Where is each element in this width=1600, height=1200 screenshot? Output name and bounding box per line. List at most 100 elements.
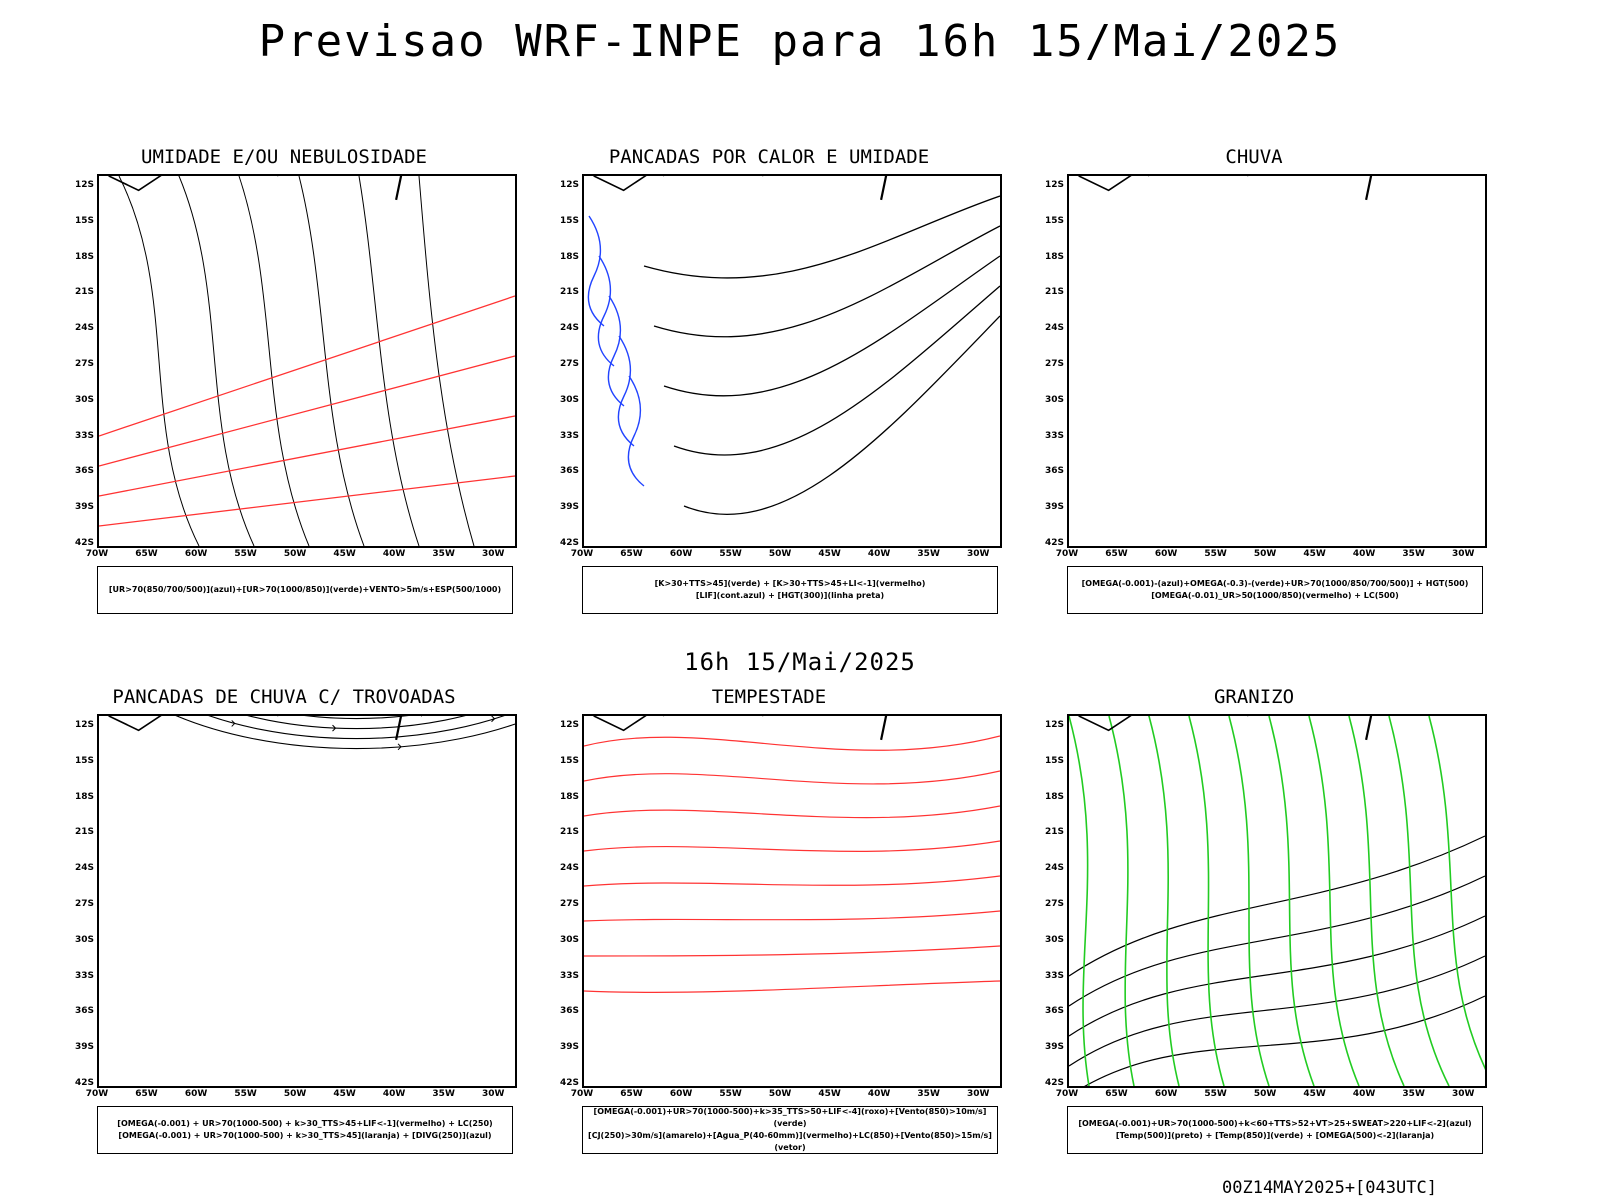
lat-tick-label: 36S [559,1006,579,1017]
lon-tick-label: 50W [283,1089,307,1099]
lat-tick-label: 42S [1044,1078,1064,1088]
lon-tick-label: 30W [966,549,990,559]
temp850-line [1268,716,1315,1086]
temp500-line [1069,915,1485,1037]
map-tempestade [582,714,1002,1088]
lat-tick-label: 42S [1044,538,1064,548]
east-coastline [880,176,888,201]
legend-line: [UR>70(850/700/500)](azul)+[UR>70(1000/8… [108,585,502,594]
streamlines [175,716,515,751]
hgt300-line [673,285,1000,456]
lon-tick-label: 60W [669,549,693,559]
lat-tick-label: 18S [1044,791,1064,802]
panel-granizo: GRANIZO -18-12-12-12-6-6-15-16 12S 15S 18S… [1014,686,1494,1176]
panel-trovoadas: PANCADAS DE CHUVA C/ TROVOADAS 12S 15S 18S… [44,686,524,1176]
lat-tick-label: 21S [559,287,579,298]
lon-tick-label: 45W [333,1089,356,1099]
lon-tick-label: 70W [85,1089,109,1099]
panel-title: PANCADAS DE CHUVA C/ TROVOADAS [112,686,456,708]
legend-line: [OMEGA(-0.001)+UR>70(1000-500)+k<60+TTS>… [1078,1119,1472,1128]
lat-tick-label: 36S [559,466,579,477]
panel-title: CHUVA [1225,146,1283,168]
lat-tick-label: 42S [559,1078,579,1088]
legend-line: [Temp(500)](preto) + [Temp(850)](verde) … [1115,1131,1435,1140]
legend-pancadas-calor: [K>30+TTS>45](verde) + [K>30+TTS>45+LI<-… [582,566,998,614]
lat-tick-label: 42S [74,538,94,548]
isobars-line [418,176,475,546]
legend-tempestade: [OMEGA(-0.001)+UR>70(1000-500)+k>35_TTS>… [582,1106,998,1154]
lat-tick-label: 18S [74,251,94,262]
lon-tick-label: 55W [234,549,257,559]
lon-tick-label: 40W [1352,1089,1376,1099]
lon-tick-label: 65W [620,549,643,559]
east-coastline [880,716,888,741]
lat-tick-label: 27S [559,898,579,909]
streamline [175,716,515,750]
hgt300-line [663,255,1000,397]
border-line [108,716,162,732]
panel-umidade: UMIDADE E/OU NEBULOSIDADE 10121012101210… [44,146,524,636]
lon-tick-label: 50W [1253,549,1277,559]
lon-tick-label: 50W [1253,1089,1277,1099]
water-red-line [584,980,1000,993]
temp850-line [1348,716,1405,1086]
border-line [593,716,647,732]
lat-tick-label: 27S [559,358,579,369]
streamline [304,716,409,720]
temp850-line [1108,716,1135,1086]
lat-tick-label: 36S [1044,1006,1064,1017]
lat-tick-label: 18S [1044,251,1064,262]
lat-tick-label: 27S [1044,358,1064,369]
lat-tick-label: 39S [559,1042,579,1053]
panel-pancadas-calor: PANCADAS POR CALOR E UMIDADE 96009600960… [529,146,1009,636]
lon-tick-label: 50W [768,1089,792,1099]
political-borders [1077,176,1373,201]
water-red-line [584,770,1000,785]
lat-tick-label: 15S [74,755,94,766]
temp850-line [1228,716,1270,1086]
map-trovoadas [97,714,517,1088]
lon-tick-label: 30W [1451,549,1475,559]
lat-tick-label: 30S [1044,394,1064,405]
isobars-line [118,176,200,546]
lat-tick-label: 27S [74,898,94,909]
panel-title: UMIDADE E/OU NEBULOSIDADE [141,146,427,168]
isobars [118,176,475,546]
flow-arrow [332,724,337,732]
lon-tick-label: 30W [481,549,505,559]
lat-tick-label: 27S [74,358,94,369]
map-pancadas-calor: 9600960096009600952095209520944094409360… [582,174,1002,548]
border-line [1078,716,1132,732]
lat-tick-label: 21S [1044,827,1064,838]
lat-tick-label: 21S [74,287,94,298]
hgt300-line [643,195,1000,279]
temp850-line [1428,716,1485,1070]
lat-tick-label: 30S [1044,934,1064,945]
hgt300-line [683,315,1000,516]
map-granizo: -18-12-12-12-6-6-15-16 [1067,714,1487,1088]
lon-tick-label: 65W [135,1089,158,1099]
lat-tick-label: 21S [74,827,94,838]
lon-tick-label: 65W [1105,549,1128,559]
flow-arrow [397,743,402,751]
lif-contours-line [617,335,635,447]
thickness-lines-line [99,415,515,497]
streamline [208,716,505,740]
water-red-line [584,735,1000,751]
legend-chuva: [OMEGA(-0.001)-(azul)+OMEGA(-0.3)-(verde… [1067,566,1483,614]
lon-tick-label: 50W [768,549,792,559]
lat-tick-label: 15S [1044,215,1064,226]
lat-tick-label: 24S [559,863,579,874]
lat-tick-label: 15S [559,215,579,226]
lif-contours-line [627,375,645,487]
streamline [247,716,466,730]
lif-contours-line [607,295,625,407]
legend-line: [OMEGA(-0.001) + UR>70(1000-500) + k>30_… [118,1131,492,1140]
lat-tick-label: 27S [1044,898,1064,909]
temp850-line [1388,716,1450,1086]
lon-tick-label: 55W [1204,549,1227,559]
lat-tick-label: 33S [559,970,579,981]
legend-line: [LIF](cont.azul) + [HGT(300)](linha pret… [695,591,885,600]
water-red-line [584,805,1000,819]
border-line [1078,176,1132,192]
